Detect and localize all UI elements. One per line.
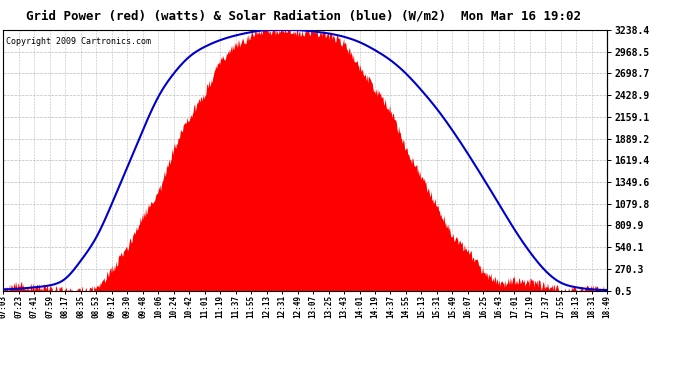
Text: Copyright 2009 Cartronics.com: Copyright 2009 Cartronics.com [6,36,152,45]
Text: Grid Power (red) (watts) & Solar Radiation (blue) (W/m2)  Mon Mar 16 19:02: Grid Power (red) (watts) & Solar Radiati… [26,9,581,22]
